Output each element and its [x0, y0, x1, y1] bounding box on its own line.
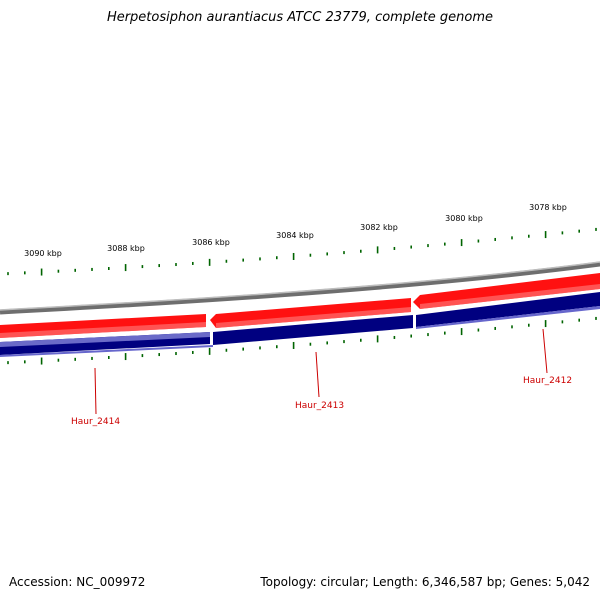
scale-label: 3088 kbp — [107, 244, 145, 253]
gene-label-line — [315, 351, 320, 398]
gene-labels: Haur_2414 Haur_2413 Haur_2412 — [71, 328, 572, 427]
accession-text: Accession: NC_009972 — [9, 575, 146, 589]
gene-label-haur-2412: Haur_2412 — [523, 376, 572, 386]
scale-label: 3078 kbp — [529, 203, 567, 212]
gene-label-line — [542, 328, 548, 374]
scale-label: 3080 kbp — [445, 214, 483, 223]
gene-arrow-haur-2414-lower-tint — [0, 332, 210, 347]
backbone-line — [0, 261, 600, 315]
backbone-track — [0, 261, 600, 315]
scale-label: 3090 kbp — [24, 249, 62, 258]
forward-track-shade — [0, 322, 206, 338]
scale-label: 3082 kbp — [360, 223, 398, 232]
reverse-gene-track — [0, 292, 600, 357]
scale-ticks — [7, 227, 597, 365]
reverse-track-under — [0, 345, 213, 357]
forward-track-shade-3 — [420, 284, 600, 309]
forward-gene-track — [0, 273, 600, 338]
scale-label: 3086 kbp — [192, 238, 230, 247]
gene-label-haur-2413: Haur_2413 — [295, 401, 344, 411]
backbone-highlight — [0, 261, 600, 311]
gene-label-line — [94, 367, 97, 415]
summary-text: Topology: circular; Length: 6,346,587 bp… — [260, 575, 590, 589]
scale-labels: 3090 kbp 3088 kbp 3086 kbp 3084 kbp 3082 kbp… — [24, 203, 567, 258]
forward-track-shade-2 — [216, 307, 411, 328]
scale-label: 3084 kbp — [276, 231, 314, 240]
gene-label-haur-2414: Haur_2414 — [71, 417, 120, 427]
reverse-track-under-2 — [416, 306, 600, 329]
gene-arrow-haur-2412-lower — [416, 292, 600, 327]
map-title: Herpetosiphon aurantiacus ATCC 23779, co… — [106, 10, 494, 25]
gene-arrow-haur-2413-lower — [213, 315, 413, 345]
